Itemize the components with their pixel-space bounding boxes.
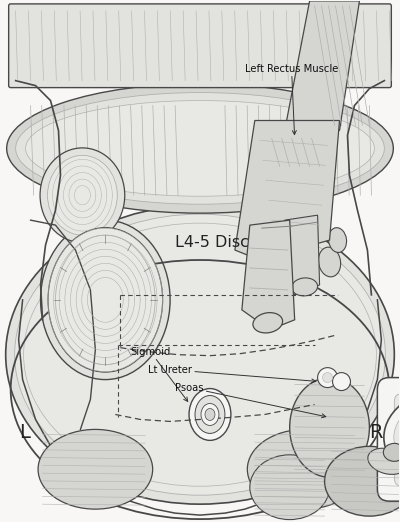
FancyBboxPatch shape [394,394,400,486]
Ellipse shape [205,409,215,420]
Ellipse shape [394,394,400,481]
Circle shape [318,367,338,387]
Ellipse shape [6,205,394,504]
Text: Sigmoid: Sigmoid [130,347,188,401]
Text: L Iliac a.: L Iliac a. [0,521,1,522]
Text: Psoas: Psoas [175,383,326,418]
Text: Lt Ureter: Lt Ureter [148,365,316,383]
Polygon shape [285,1,360,130]
Polygon shape [242,220,295,330]
Text: L Iliac v.: L Iliac v. [0,521,1,522]
Ellipse shape [250,455,330,519]
Ellipse shape [201,404,219,425]
Ellipse shape [16,92,384,204]
Ellipse shape [48,156,117,235]
Ellipse shape [328,228,346,253]
FancyBboxPatch shape [377,377,400,501]
Text: R: R [369,423,382,442]
Ellipse shape [38,430,153,509]
Ellipse shape [292,278,318,296]
Ellipse shape [40,148,125,243]
Ellipse shape [26,101,374,196]
Ellipse shape [290,377,370,477]
Ellipse shape [268,137,321,168]
Ellipse shape [189,388,231,441]
Ellipse shape [56,235,155,365]
Text: Left Rectus Muscle: Left Rectus Muscle [245,64,338,135]
Ellipse shape [24,223,376,486]
Ellipse shape [253,313,282,333]
Ellipse shape [48,228,163,372]
Ellipse shape [7,84,393,213]
Ellipse shape [15,214,385,495]
Ellipse shape [247,430,362,509]
Ellipse shape [195,396,225,433]
Ellipse shape [384,385,400,490]
Text: Segmental a.: Segmental a. [0,521,1,522]
Ellipse shape [324,446,400,516]
Text: L: L [19,423,30,442]
Ellipse shape [318,247,341,277]
Circle shape [332,373,350,390]
Polygon shape [235,121,340,260]
FancyBboxPatch shape [9,4,391,88]
Ellipse shape [261,131,328,174]
Text: L4-5 Disc: L4-5 Disc [175,235,249,250]
Ellipse shape [40,220,170,379]
Circle shape [322,373,332,383]
Polygon shape [282,215,320,295]
Ellipse shape [383,443,400,461]
Ellipse shape [368,448,400,474]
